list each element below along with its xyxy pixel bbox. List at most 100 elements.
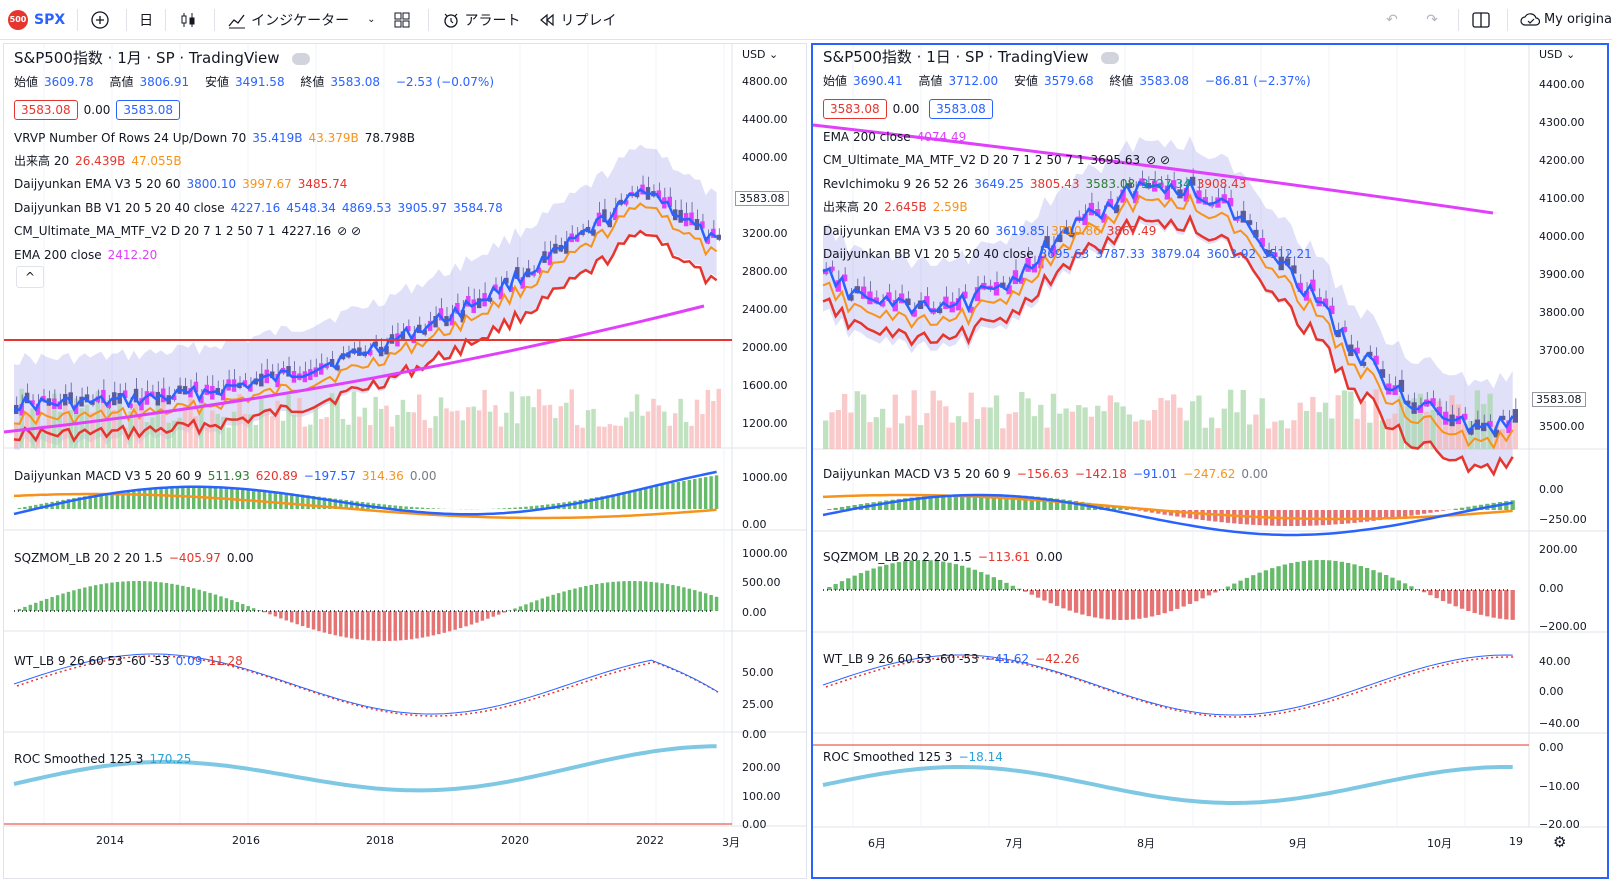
candle-body	[242, 380, 248, 387]
volume-bar	[1373, 389, 1379, 449]
collapse-legend-button[interactable]: ^	[16, 266, 44, 288]
buy-box[interactable]: 3583.08	[116, 100, 180, 120]
candle-body	[1038, 256, 1044, 269]
study-legend-volume[interactable]: 出来高 20 2.645B 2.59B	[823, 200, 968, 214]
chart-canvas-daily[interactable]	[813, 45, 1607, 877]
volume-bar	[1272, 421, 1278, 449]
volume-bar	[264, 408, 269, 448]
ema-mid-line	[13, 202, 718, 426]
candle-body	[1202, 197, 1208, 205]
roc-legend[interactable]: ROC Smoothed 125 3 170.25	[14, 752, 192, 766]
candle-body	[1240, 210, 1246, 223]
symbol-logo: 500	[8, 9, 28, 30]
chart-pane-monthly[interactable]: S&P500指数 · 1月 · SP · TradingView 始値 3609.…	[3, 43, 807, 879]
roc-legend[interactable]: ROC Smoothed 125 3 −18.14	[823, 750, 1003, 764]
candle-body	[848, 294, 854, 301]
time-tick: 2014	[96, 834, 124, 847]
candle-body	[1360, 361, 1367, 366]
sqz-legend[interactable]: SQZMOM_LB 20 2 20 1.5 −113.61 0.00	[823, 550, 1063, 564]
volume-bar	[949, 422, 955, 449]
alert-button[interactable]: アラート	[433, 0, 529, 40]
alert-icon	[441, 10, 461, 30]
candle-body	[101, 389, 106, 404]
buy-box[interactable]: 3583.08	[929, 99, 993, 119]
volume-bar	[656, 405, 662, 448]
volume-bar	[1139, 419, 1145, 449]
price-tick: 4000.00	[742, 151, 788, 164]
time-tick: 7月	[1005, 837, 1023, 850]
volume-bar	[930, 390, 936, 449]
save-layout-button[interactable]: My origina	[1512, 0, 1612, 40]
volume-bar	[498, 426, 504, 448]
study-legend-bb[interactable]: Daijyunkan BB V1 20 5 20 40 close 3695.63…	[823, 247, 1312, 261]
study-legend-ema200[interactable]: EMA 200 close 4074.49	[823, 130, 967, 144]
symbol-search[interactable]: 500 SPX	[0, 0, 73, 40]
candle-body	[898, 293, 905, 304]
study-legend-ema-v3[interactable]: Daijyunkan EMA V3 5 20 60 3619.85 3710.86 3…	[823, 224, 1157, 238]
layout-button[interactable]	[1463, 0, 1503, 40]
wt-legend[interactable]: WT_LB 9 26 60 53 -60 -53 −41.62 −42.26	[823, 652, 1080, 666]
volume-bar	[161, 388, 166, 448]
volume-bar	[280, 420, 286, 448]
volume-bar	[1424, 411, 1430, 449]
volume-bar	[574, 425, 580, 448]
undo-button[interactable]: ↶	[1374, 0, 1414, 40]
volume-bar	[1221, 408, 1227, 449]
study-legend-ema-v3[interactable]: Daijyunkan EMA V3 5 20 60 3800.10 3997.67 3…	[14, 177, 348, 191]
indicators-button[interactable]: インジケーター ⌄	[219, 0, 383, 40]
wt-legend[interactable]: WT_LB 9 26 60 53 -60 -53 0.09 11.28	[14, 654, 243, 668]
sell-box[interactable]: 3583.08	[823, 99, 887, 119]
templates-button[interactable]	[384, 0, 424, 40]
more-dots-icon[interactable]	[1100, 51, 1119, 64]
chart-canvas-monthly[interactable]	[4, 44, 807, 879]
candle-body	[493, 284, 498, 291]
currency-label[interactable]: USD ⌄	[742, 48, 779, 61]
candle-body	[455, 303, 460, 314]
time-tick: 2022	[636, 834, 664, 847]
volume-bar	[602, 426, 607, 448]
volume-bar	[1025, 398, 1031, 449]
volume-bar	[1512, 416, 1518, 449]
volume-bar	[1133, 421, 1139, 449]
study-legend-bb[interactable]: Daijyunkan BB V1 20 5 20 40 close 4227.16…	[14, 201, 503, 215]
volume-bar	[362, 407, 367, 448]
more-dots-icon[interactable]	[291, 52, 310, 65]
candle-body	[1430, 398, 1436, 406]
volume-bar	[683, 421, 689, 448]
macd-legend[interactable]: Daijyunkan MACD V3 5 20 60 9 −156.63 −142.…	[823, 467, 1269, 481]
chart-pane-daily[interactable]: S&P500指数 · 1日 · SP · TradingView 始値 3690.…	[811, 43, 1609, 879]
volume-bar	[1436, 401, 1443, 449]
settings-icon[interactable]: ⚙	[1553, 833, 1567, 851]
layout-name: My origina	[1543, 12, 1612, 27]
study-legend-vrvp[interactable]: VRVP Number Of Rows 24 Up/Down 70 35.419B…	[14, 131, 415, 145]
price-tick: 1200.00	[742, 417, 788, 430]
candle-body	[1272, 252, 1278, 258]
candle-body	[1436, 406, 1443, 416]
currency-label[interactable]: USD ⌄	[1539, 48, 1576, 61]
interval-button[interactable]: 日	[139, 12, 154, 29]
sqz-legend[interactable]: SQZMOM_LB 20 2 20 1.5 −405.97 0.00	[14, 551, 254, 565]
volume-bar	[569, 389, 574, 448]
ema-short-line	[822, 178, 1514, 437]
candle-body	[1506, 420, 1512, 433]
candle-body	[1069, 232, 1076, 238]
candle-body	[1133, 191, 1139, 204]
candle-body	[711, 228, 716, 238]
replay-button[interactable]: リプレイ	[529, 0, 625, 40]
sell-box[interactable]: 3583.08	[14, 100, 78, 120]
ema-long-line	[13, 229, 718, 443]
macd-legend[interactable]: Daijyunkan MACD V3 5 20 60 9 511.93 620.89…	[14, 469, 437, 483]
volume-bar	[854, 391, 860, 449]
study-legend-ema200[interactable]: EMA 200 close 2412.20	[14, 248, 158, 262]
candle-body	[460, 310, 466, 323]
chart-title: S&P500指数 · 1月 · SP · TradingView	[14, 49, 280, 67]
chart-type-button[interactable]	[170, 0, 210, 40]
roc-line	[13, 744, 717, 793]
study-legend-volume[interactable]: 出来高 20 26.439B 47.055B	[14, 154, 182, 168]
volume-bar	[155, 391, 161, 448]
study-legend-ichimoku[interactable]: RevIchimoku 9 26 52 26 3649.25 3805.43 3583…	[823, 177, 1247, 191]
redo-button[interactable]: ↷	[1414, 0, 1454, 40]
compare-button[interactable]	[82, 0, 122, 40]
